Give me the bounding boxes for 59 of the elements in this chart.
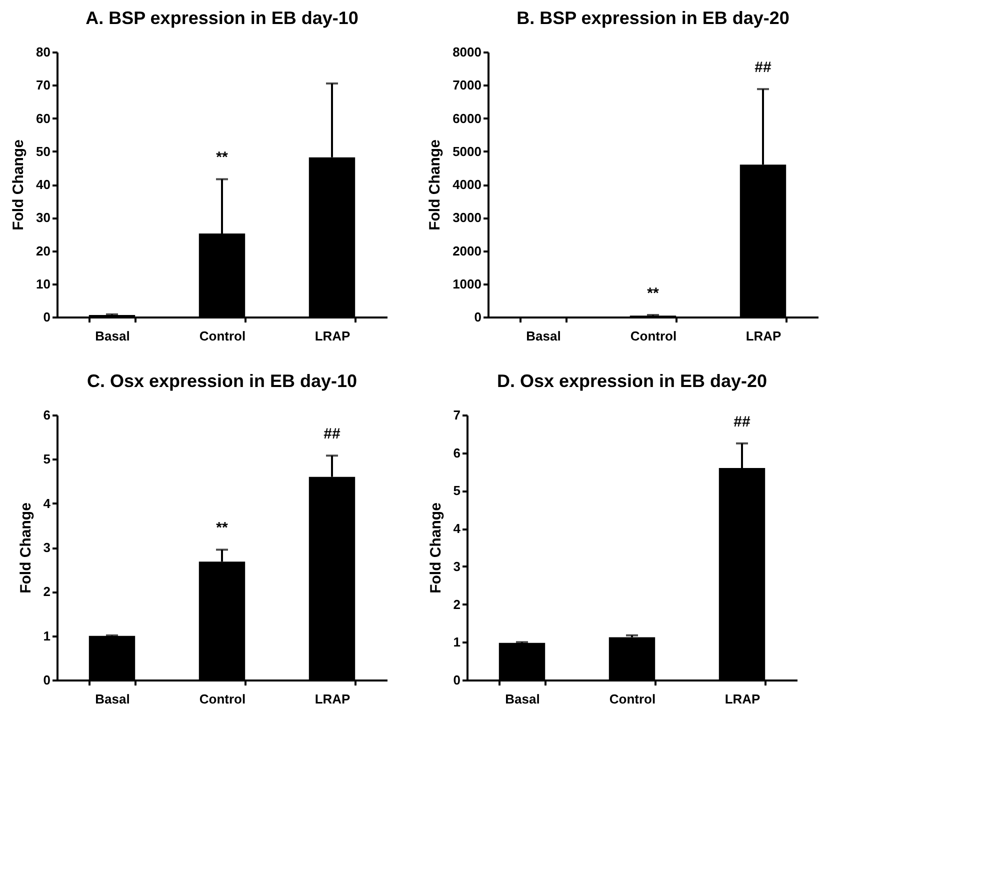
y-tick-label: 3000: [452, 210, 482, 226]
x-tick-label: Basal: [95, 692, 130, 706]
chart-title: C. Osx expression in EB day-10: [86, 371, 358, 391]
chart-title: D. Osx expression in EB day-20: [496, 371, 768, 391]
y-tick-label: 7: [453, 408, 460, 422]
x-tick-label: Control: [609, 692, 656, 706]
y-tick-label: 2: [43, 584, 50, 600]
chart-title: A. BSP expression in EB day-10: [86, 8, 358, 28]
y-tick-label: 40: [36, 177, 50, 192]
y-tick-label: 60: [36, 110, 50, 126]
y-tick-label: 4: [43, 496, 52, 511]
y-tick-label: 6: [453, 445, 460, 460]
y-tick-label: 0: [453, 672, 460, 688]
y-axis-title: Fold Change: [427, 502, 444, 594]
annotation: **: [216, 520, 228, 537]
y-tick-label: 50: [36, 144, 50, 159]
annotation: ##: [754, 59, 772, 76]
y-tick-label: 4000: [452, 177, 482, 192]
x-tick-label: Basal: [505, 692, 540, 706]
y-tick-label: 20: [36, 243, 50, 258]
y-tick-label: 5000: [452, 144, 482, 159]
x-tick-label: Control: [199, 692, 246, 706]
x-tick-label: LRAP: [724, 692, 761, 706]
x-tick-label: Control: [199, 328, 246, 344]
y-axis-title: Fold Change: [426, 140, 444, 230]
x-tick-label: LRAP: [314, 692, 351, 706]
x-tick-label: Control: [630, 328, 677, 344]
y-tick-label: 80: [36, 44, 50, 60]
y-tick-label: 1: [43, 628, 50, 644]
y-tick-label: 6000: [452, 110, 482, 126]
y-tick-label: 1000: [452, 276, 482, 292]
y-tick-label: 3: [43, 540, 50, 555]
y-tick-label: 0: [43, 672, 50, 688]
y-tick-label: 1: [453, 634, 460, 650]
annotation: ##: [324, 426, 341, 443]
chart-title: B. BSP expression in EB day-20: [516, 8, 790, 28]
x-tick-label: LRAP: [746, 328, 782, 344]
x-tick-label: LRAP: [314, 328, 351, 344]
annotation: ##: [734, 413, 751, 430]
y-axis-title: Fold Change: [10, 140, 28, 230]
x-tick-label: Basal: [95, 328, 130, 344]
y-tick-label: 0: [474, 310, 482, 324]
y-tick-label: 70: [36, 78, 50, 93]
y-tick-label: 5: [453, 483, 460, 498]
y-tick-label: 0: [43, 310, 50, 324]
y-tick-label: 4: [453, 521, 462, 536]
annotation: **: [647, 285, 659, 302]
annotation: **: [216, 149, 228, 166]
y-tick-label: 3: [453, 558, 460, 574]
y-tick-label: 5: [43, 452, 50, 467]
y-tick-label: 8000: [452, 44, 482, 60]
y-axis-title: Fold Change: [17, 502, 34, 594]
y-tick-label: 7000: [452, 78, 482, 93]
y-tick-label: 10: [36, 276, 50, 292]
y-tick-label: 2: [453, 596, 460, 612]
y-tick-label: 2000: [452, 243, 482, 258]
x-tick-label: Basal: [526, 328, 561, 344]
y-tick-label: 30: [36, 210, 50, 226]
y-tick-label: 6: [43, 408, 50, 422]
